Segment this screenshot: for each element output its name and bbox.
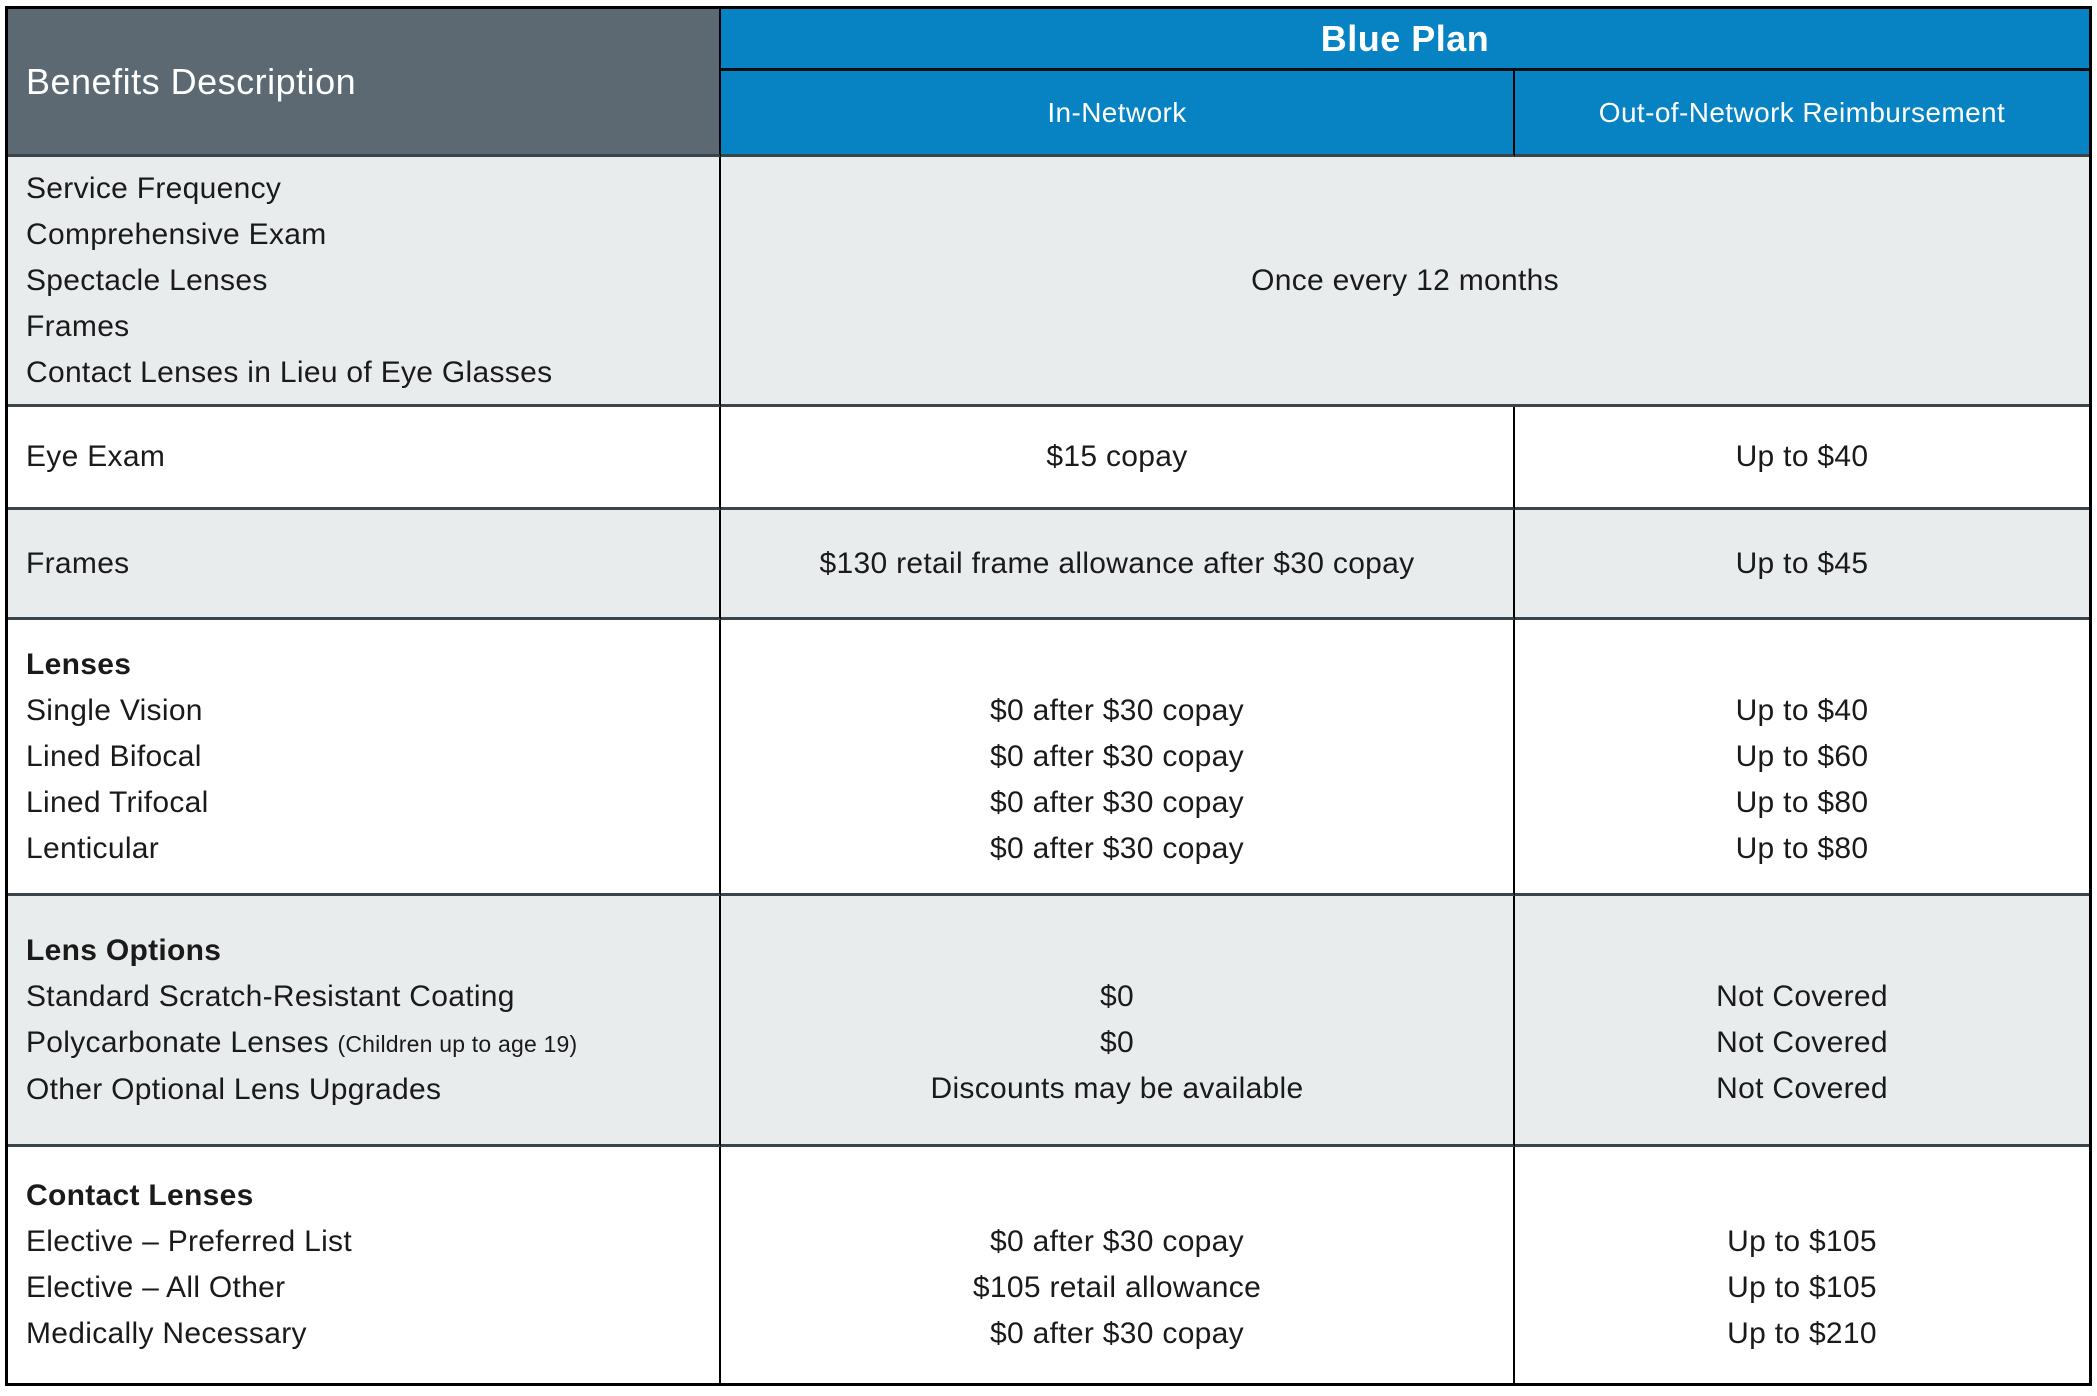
other-upgrades-label: Other Optional Lens Upgrades <box>26 1072 442 1106</box>
other-upgrades-out-network-value: Not Covered <box>1716 1072 1888 1105</box>
row-lens-options-labels: Lens Options Standard Scratch-Resistant … <box>8 896 721 1147</box>
cell-eye-exam-in-network: $15 copay <box>721 407 1515 510</box>
polycarbonate-label-text: Polycarbonate Lenses <box>26 1025 329 1059</box>
polycarbonate-age-note: (Children up to age 19) <box>337 1030 578 1057</box>
elective-preferred-in-network-value: $0 after $30 copay <box>990 1225 1244 1258</box>
header-out-of-network: Out-of-Network Reimbursement <box>1515 71 2089 157</box>
in-network-label: In-Network <box>1047 96 1187 128</box>
frames-in-network-value: $130 retail frame allowance after $30 co… <box>819 546 1415 580</box>
lined-trifocal-out-network-value: Up to $80 <box>1735 785 1869 819</box>
elective-all-other-in-network-value: $105 retail allowance <box>972 1271 1262 1304</box>
row-frames-label: Frames <box>8 510 721 620</box>
elective-preferred-label: Elective – Preferred List <box>26 1225 352 1258</box>
plan-title-label: Blue Plan <box>1320 17 1490 59</box>
lenticular-in-network-value: $0 after $30 copay <box>990 831 1244 865</box>
lined-trifocal-label: Lined Trifocal <box>26 785 209 819</box>
cell-frames-out-network: Up to $45 <box>1515 510 2089 620</box>
polycarbonate-label: Polycarbonate Lenses (Children up to age… <box>26 1020 577 1067</box>
cell-service-frequency-merged: Once every 12 months <box>721 157 2089 407</box>
cell-contact-lenses-out-network: Up to $105 Up to $105 Up to $210 <box>1515 1147 2089 1383</box>
header-plan-title: Blue Plan <box>721 9 2089 71</box>
elective-all-other-label: Elective – All Other <box>26 1271 286 1304</box>
cell-lens-options-in-network: $0 $0 Discounts may be available <box>721 896 1515 1147</box>
out-of-network-label: Out-of-Network Reimbursement <box>1598 96 2006 128</box>
frames-label: Frames <box>26 546 130 580</box>
cell-lenses-out-network: Up to $40 Up to $60 Up to $80 Up to $80 <box>1515 620 2089 896</box>
elective-preferred-out-network-value: Up to $105 <box>1727 1225 1877 1258</box>
spectacle-lenses-line: Spectacle Lenses <box>26 263 268 297</box>
row-contact-lenses-labels: Contact Lenses Elective – Preferred List… <box>8 1147 721 1383</box>
single-vision-in-network-value: $0 after $30 copay <box>990 693 1244 727</box>
medically-necessary-out-network-value: Up to $210 <box>1727 1317 1877 1350</box>
eye-exam-in-network-value: $15 copay <box>1046 440 1188 473</box>
benefits-description-label: Benefits Description <box>26 60 357 102</box>
cell-contact-lenses-in-network: $0 after $30 copay $105 retail allowance… <box>721 1147 1515 1383</box>
header-benefits-description: Benefits Description <box>8 9 721 157</box>
single-vision-out-network-value: Up to $40 <box>1735 693 1869 727</box>
lenticular-label: Lenticular <box>26 831 160 865</box>
elective-all-other-out-network-value: Up to $105 <box>1727 1271 1877 1304</box>
service-frequency-line: Service Frequency <box>26 171 282 205</box>
row-service-frequency-labels: Service Frequency Comprehensive Exam Spe… <box>8 157 721 407</box>
lenticular-out-network-value: Up to $80 <box>1735 831 1869 865</box>
frames-line: Frames <box>26 309 130 343</box>
cell-lens-options-out-network: Not Covered Not Covered Not Covered <box>1515 896 2089 1147</box>
vision-benefits-table: Benefits Description Blue Plan In-Networ… <box>5 6 2092 1386</box>
header-in-network: In-Network <box>721 71 1515 157</box>
cell-frames-in-network: $130 retail frame allowance after $30 co… <box>721 510 1515 620</box>
contact-lenses-heading: Contact Lenses <box>26 1179 254 1212</box>
lined-trifocal-in-network-value: $0 after $30 copay <box>990 785 1244 819</box>
scratch-coating-in-network-value: $0 <box>1100 980 1134 1013</box>
polycarbonate-in-network-value: $0 <box>1100 1026 1134 1059</box>
scratch-coating-label: Standard Scratch-Resistant Coating <box>26 979 515 1013</box>
frames-out-network-value: Up to $45 <box>1735 546 1869 580</box>
row-lenses-labels: Lenses Single Vision Lined Bifocal Lined… <box>8 620 721 896</box>
comprehensive-exam-line: Comprehensive Exam <box>26 217 327 251</box>
single-vision-label: Single Vision <box>26 693 203 727</box>
service-frequency-value: Once every 12 months <box>1251 263 1559 297</box>
lenses-heading: Lenses <box>26 647 132 681</box>
cell-eye-exam-out-network: Up to $40 <box>1515 407 2089 510</box>
scratch-coating-out-network-value: Not Covered <box>1716 980 1888 1013</box>
lens-options-heading: Lens Options <box>26 933 222 967</box>
row-eye-exam-label: Eye Exam <box>8 407 721 510</box>
cell-lenses-in-network: $0 after $30 copay $0 after $30 copay $0… <box>721 620 1515 896</box>
medically-necessary-label: Medically Necessary <box>26 1317 307 1350</box>
contact-lenses-in-lieu-line: Contact Lenses in Lieu of Eye Glasses <box>26 355 553 389</box>
eye-exam-out-network-value: Up to $40 <box>1735 440 1869 473</box>
other-upgrades-in-network-value: Discounts may be available <box>930 1072 1304 1105</box>
lined-bifocal-label: Lined Bifocal <box>26 739 202 773</box>
medically-necessary-in-network-value: $0 after $30 copay <box>990 1317 1244 1350</box>
polycarbonate-out-network-value: Not Covered <box>1716 1026 1888 1059</box>
lined-bifocal-in-network-value: $0 after $30 copay <box>990 739 1244 773</box>
lined-bifocal-out-network-value: Up to $60 <box>1735 739 1869 773</box>
eye-exam-label: Eye Exam <box>26 440 166 473</box>
